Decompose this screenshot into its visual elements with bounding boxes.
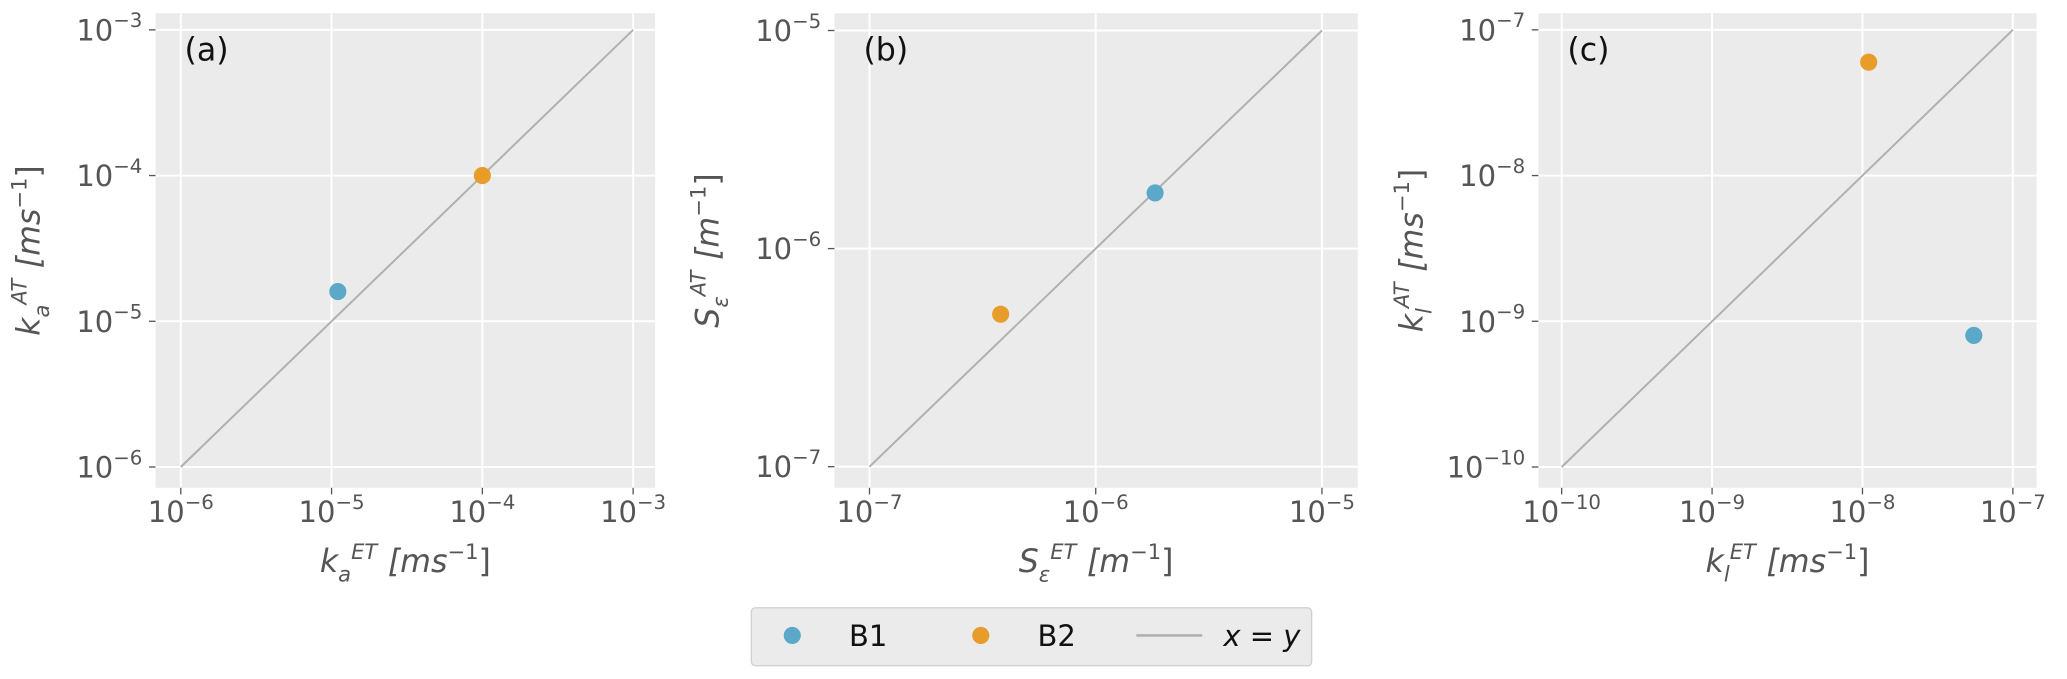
tick-label: 10−7 (1980, 491, 2046, 529)
tick-label: 10−6 (76, 446, 142, 484)
tick-label: 10−5 (299, 491, 365, 529)
tick-label: 10−9 (1679, 491, 1745, 529)
legend-label: x = y (1222, 619, 1301, 653)
x-axis-label: SεET [m−1] (1019, 539, 1174, 586)
data-point (329, 282, 347, 301)
legend-marker (783, 626, 801, 645)
panel-annotation: (c) (1567, 33, 1609, 69)
tick-label: 10−6 (1063, 491, 1129, 529)
y-axis-label: kaAT[ms−1] (6, 165, 53, 336)
tick-label: 10−6 (755, 228, 821, 266)
tick-label: 10−5 (755, 10, 821, 48)
legend-box (750, 607, 1313, 667)
tick-label: 10−7 (755, 446, 821, 484)
legend: B1 B2 x = y (750, 607, 1313, 667)
panel-annotation: (b) (863, 33, 908, 69)
panel-annotation: (a) (185, 33, 229, 69)
tick-label: 10−8 (1459, 155, 1525, 193)
tick-label: 10−3 (600, 491, 666, 529)
data-point (1965, 326, 1983, 344)
y-axis-label: SεAT[m−1] (685, 173, 732, 327)
data-point (473, 166, 491, 185)
legend-marker (972, 626, 990, 645)
tick-label: 10−3 (76, 9, 142, 47)
tick-label: 10−4 (449, 491, 515, 529)
reference-line (1560, 29, 2014, 468)
legend-label: B2 (1037, 619, 1075, 653)
reference-line (180, 29, 634, 468)
data-point (1146, 184, 1164, 202)
x-axis-label: klET [ms−1] (1706, 539, 1870, 586)
reference-line (868, 29, 1323, 468)
tick-label: 10−8 (1829, 491, 1895, 529)
tick-label: 10−7 (836, 491, 902, 529)
tick-label: 10−10 (1522, 491, 1601, 529)
legend-label: B1 (849, 619, 887, 653)
tick-label: 10−4 (76, 155, 142, 193)
x-axis-label: kaET [ms−1] (320, 539, 491, 586)
tick-label: 10−5 (1289, 491, 1355, 529)
data-point (992, 305, 1010, 323)
y-axis-label: klAT[ms−1] (1389, 169, 1436, 333)
tick-label: 10−10 (1447, 446, 1526, 484)
tick-label: 10−6 (148, 491, 214, 529)
data-point (1860, 53, 1878, 71)
tick-label: 10−9 (1459, 301, 1525, 339)
tick-label: 10−7 (1459, 9, 1525, 47)
tick-label: 10−5 (76, 301, 142, 339)
